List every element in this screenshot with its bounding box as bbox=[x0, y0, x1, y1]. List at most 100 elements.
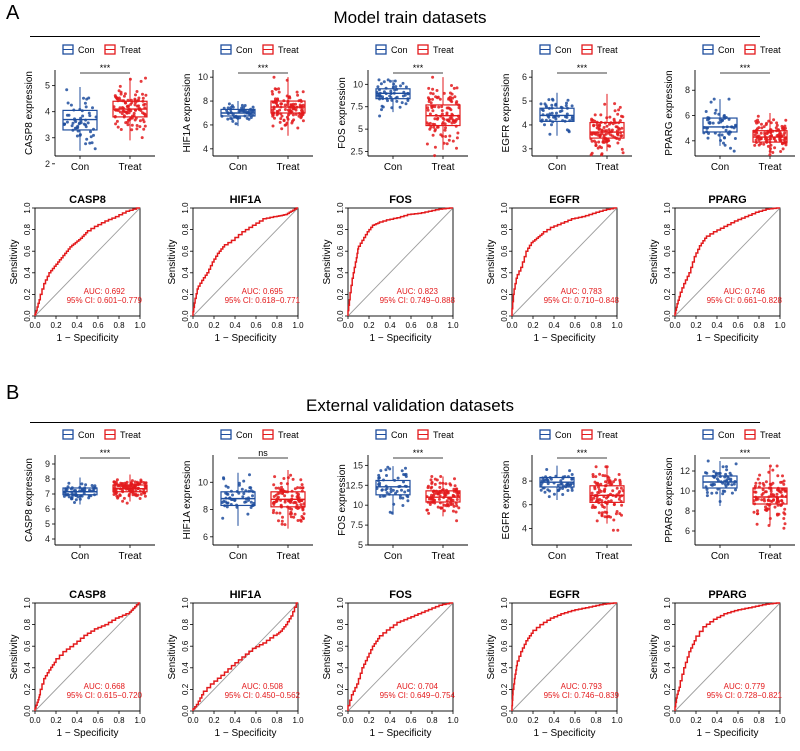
section-rule-validation bbox=[30, 422, 760, 423]
data-point-con bbox=[252, 501, 256, 505]
data-point-treat bbox=[762, 483, 766, 487]
y-axis-label: EGFR expression bbox=[501, 74, 512, 153]
data-point-con bbox=[725, 465, 728, 469]
data-point-treat bbox=[286, 103, 290, 107]
y-tick-label: 6 bbox=[203, 120, 208, 130]
roc-x-tick-label: 0.4 bbox=[548, 716, 560, 725]
data-point-treat bbox=[433, 123, 437, 126]
data-point-treat bbox=[117, 96, 121, 100]
data-point-treat bbox=[282, 118, 286, 122]
data-point-con bbox=[93, 147, 97, 151]
y-tick-label: 2.5 bbox=[350, 147, 363, 157]
data-point-con bbox=[561, 119, 565, 123]
data-point-treat bbox=[591, 473, 595, 476]
data-point-con bbox=[248, 473, 251, 477]
data-point-treat bbox=[776, 487, 780, 491]
roc-x-tick-label: 0.4 bbox=[548, 321, 560, 330]
x-tick-label-treat: Treat bbox=[119, 162, 142, 173]
significance-label: *** bbox=[740, 63, 751, 73]
data-point-treat bbox=[288, 96, 292, 100]
roc-x-tick-label: 0.8 bbox=[753, 321, 765, 330]
data-point-treat bbox=[604, 465, 608, 469]
data-point-con bbox=[380, 104, 384, 108]
data-point-treat bbox=[616, 132, 619, 135]
data-point-treat bbox=[612, 117, 616, 121]
data-point-treat bbox=[615, 486, 619, 490]
data-point-treat bbox=[609, 133, 613, 137]
data-point-con bbox=[540, 481, 544, 485]
data-point-con bbox=[73, 126, 77, 130]
data-point-con bbox=[237, 483, 241, 487]
data-point-con bbox=[377, 78, 381, 82]
data-point-treat bbox=[441, 134, 444, 138]
data-point-treat bbox=[590, 139, 594, 143]
roc-x-tick-label: 0.2 bbox=[208, 321, 220, 330]
data-point-treat bbox=[134, 489, 138, 493]
data-point-treat bbox=[116, 125, 120, 129]
data-point-treat bbox=[613, 478, 617, 482]
data-point-treat bbox=[137, 98, 140, 102]
data-point-treat bbox=[292, 515, 296, 519]
data-point-con bbox=[83, 486, 87, 490]
data-point-con bbox=[225, 109, 229, 112]
data-point-con bbox=[94, 115, 98, 119]
data-point-con bbox=[401, 504, 405, 507]
data-point-con bbox=[561, 493, 565, 496]
data-point-treat bbox=[596, 131, 599, 135]
data-point-con bbox=[76, 126, 80, 130]
data-point-treat bbox=[782, 526, 786, 530]
roc-curve bbox=[511, 207, 617, 316]
y-tick-label: 10 bbox=[198, 477, 208, 487]
data-point-treat bbox=[451, 96, 454, 100]
data-point-con bbox=[562, 484, 565, 488]
data-point-treat bbox=[125, 487, 128, 491]
x-tick-label-con: Con bbox=[711, 162, 729, 173]
roc-x-tick-label: 1.0 bbox=[447, 716, 459, 725]
roc-x-tick-label: 0.2 bbox=[50, 716, 62, 725]
data-point-con bbox=[544, 475, 548, 479]
roc-diagonal bbox=[34, 602, 141, 712]
data-point-treat bbox=[271, 111, 275, 114]
roc-y-tick-label: 1.0 bbox=[336, 202, 345, 214]
data-point-treat bbox=[273, 100, 277, 104]
significance-label: *** bbox=[100, 63, 111, 73]
data-point-con bbox=[395, 95, 399, 99]
data-point-treat bbox=[291, 113, 295, 117]
roc-title: HIF1A bbox=[230, 194, 262, 206]
roc-title: PPARG bbox=[708, 194, 746, 206]
roc-x-tick-label: 0.2 bbox=[208, 716, 220, 725]
data-point-treat bbox=[143, 112, 147, 116]
data-point-con bbox=[247, 498, 251, 502]
data-point-con bbox=[229, 110, 233, 114]
data-point-treat bbox=[442, 141, 446, 145]
roc-y-tick-label: 0.4 bbox=[23, 267, 32, 279]
roc-y-tick-label: 0.4 bbox=[500, 267, 509, 279]
roc-y-tick-label: 0.6 bbox=[23, 245, 32, 257]
data-point-con bbox=[726, 482, 730, 486]
data-point-treat bbox=[600, 153, 604, 157]
data-point-treat bbox=[138, 489, 142, 493]
data-point-treat bbox=[455, 519, 459, 523]
data-point-treat bbox=[753, 502, 757, 506]
data-point-treat bbox=[765, 132, 769, 136]
data-point-con bbox=[243, 114, 247, 118]
significance-label: *** bbox=[577, 63, 588, 73]
data-point-treat bbox=[598, 134, 602, 138]
data-point-treat bbox=[615, 510, 619, 513]
data-point-treat bbox=[782, 479, 786, 483]
roc-x-axis-label: 1 − Specificity bbox=[534, 333, 596, 344]
data-point-treat bbox=[138, 497, 142, 500]
data-point-treat bbox=[617, 491, 621, 495]
data-point-treat bbox=[289, 515, 293, 519]
data-point-treat bbox=[589, 137, 593, 141]
data-point-treat bbox=[768, 153, 772, 157]
data-point-treat bbox=[119, 128, 123, 131]
roc-y-tick-label: 0.8 bbox=[500, 618, 509, 630]
roc-diagonal bbox=[674, 207, 781, 317]
legend-treat-label: Treat bbox=[597, 430, 618, 440]
data-point-con bbox=[723, 136, 726, 140]
data-point-treat bbox=[301, 505, 305, 509]
data-point-treat bbox=[299, 519, 303, 523]
data-point-con bbox=[567, 130, 571, 134]
data-point-con bbox=[229, 503, 233, 506]
